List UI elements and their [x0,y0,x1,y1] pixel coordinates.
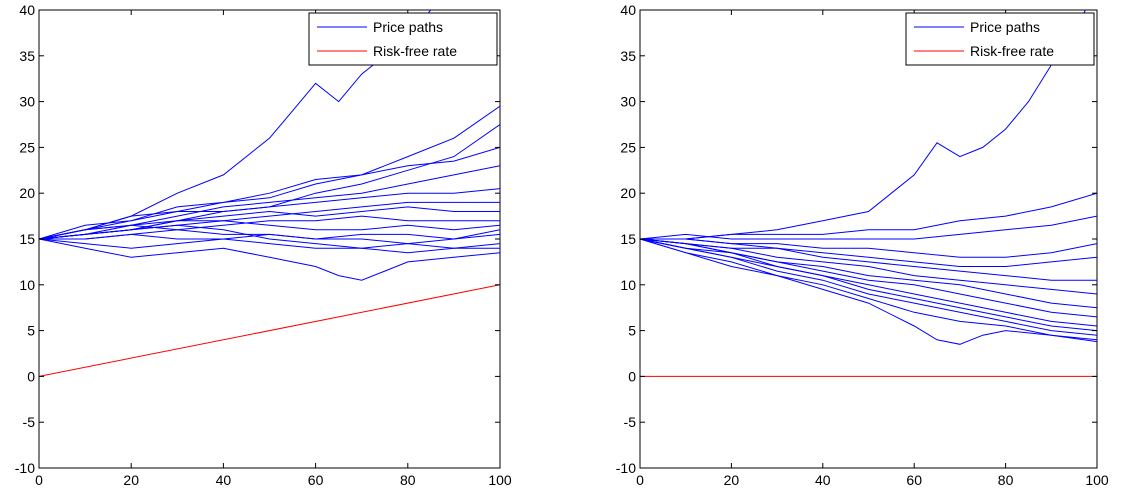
price-path-line [640,238,1097,336]
x-tick-label: 0 [636,472,644,488]
y-tick-label: 5 [27,323,35,339]
x-tick-label: 20 [123,472,139,488]
legend: Price paths Risk-free rate [308,12,498,66]
price-path-line [39,165,500,240]
plot-area [640,10,1097,377]
y-tick-label: 15 [620,231,636,247]
price-path-line [640,238,1097,318]
price-path-line [39,224,500,249]
y-tick-label: -10 [15,460,35,476]
y-tick-label: 25 [620,139,636,155]
y-tick-label: -5 [624,414,637,430]
price-path-line [640,238,1097,327]
y-tick-label: 20 [620,185,636,201]
price-path-line [640,238,1097,345]
price-path-line [640,192,1097,240]
x-tick-label: 20 [724,472,740,488]
legend-label: Risk-free rate [373,43,457,59]
y-tick-label: 5 [628,323,636,339]
x-tick-label: 60 [906,472,922,488]
legend: Price paths Risk-free rate [905,12,1095,66]
x-tick-label: 80 [400,472,416,488]
y-tick-label: 15 [19,231,35,247]
y-tick-label: 35 [19,48,35,64]
risk-free-rate-line [39,284,500,377]
x-tick-label: 60 [308,472,324,488]
y-tick-label: -10 [616,460,636,476]
right-chart-panel: 0 20 40 60 80 100 -10 -5 0 5 10 15 20 25 30 35 40 Price p… [616,2,1109,488]
price-path-line [39,238,500,281]
price-path-line [640,10,1087,240]
price-path-line [640,238,1097,295]
price-path-line [39,105,500,240]
y-tick-label: 0 [27,368,35,384]
legend-label: Risk-free rate [970,43,1054,59]
left-chart-panel: 0 20 40 60 80 100 -10 -5 0 5 10 15 20 25 30 35 40 Price p… [15,2,512,488]
price-path-line [39,238,500,254]
y-tick-label: 25 [19,139,35,155]
x-tick-label: 100 [488,472,512,488]
x-tick-label: 0 [35,472,43,488]
price-path-line [39,233,500,245]
y-tick-label: 30 [19,94,35,110]
price-path-line [640,238,1097,281]
x-tick-label: 40 [815,472,831,488]
y-tick-label: 20 [19,185,35,201]
x-tick-label: 40 [216,472,232,488]
y-tick-label: 40 [620,2,636,18]
x-tick-label: 80 [998,472,1014,488]
price-path-line [39,146,500,240]
legend-box [905,12,1095,66]
legend-label: Price paths [970,19,1040,35]
y-tick-label: 10 [620,277,636,293]
price-path-line [39,188,500,240]
y-tick-label: 0 [628,368,636,384]
y-tick-label: 10 [19,277,35,293]
x-tick-label: 100 [1085,472,1109,488]
y-tick-label: -5 [23,414,36,430]
y-tick-label: 35 [620,48,636,64]
legend-label: Price paths [373,19,443,35]
y-tick-label: 40 [19,2,35,18]
price-path-line [640,215,1097,240]
legend-box [308,12,498,66]
y-tick-label: 30 [620,94,636,110]
price-path-line [640,238,1097,341]
